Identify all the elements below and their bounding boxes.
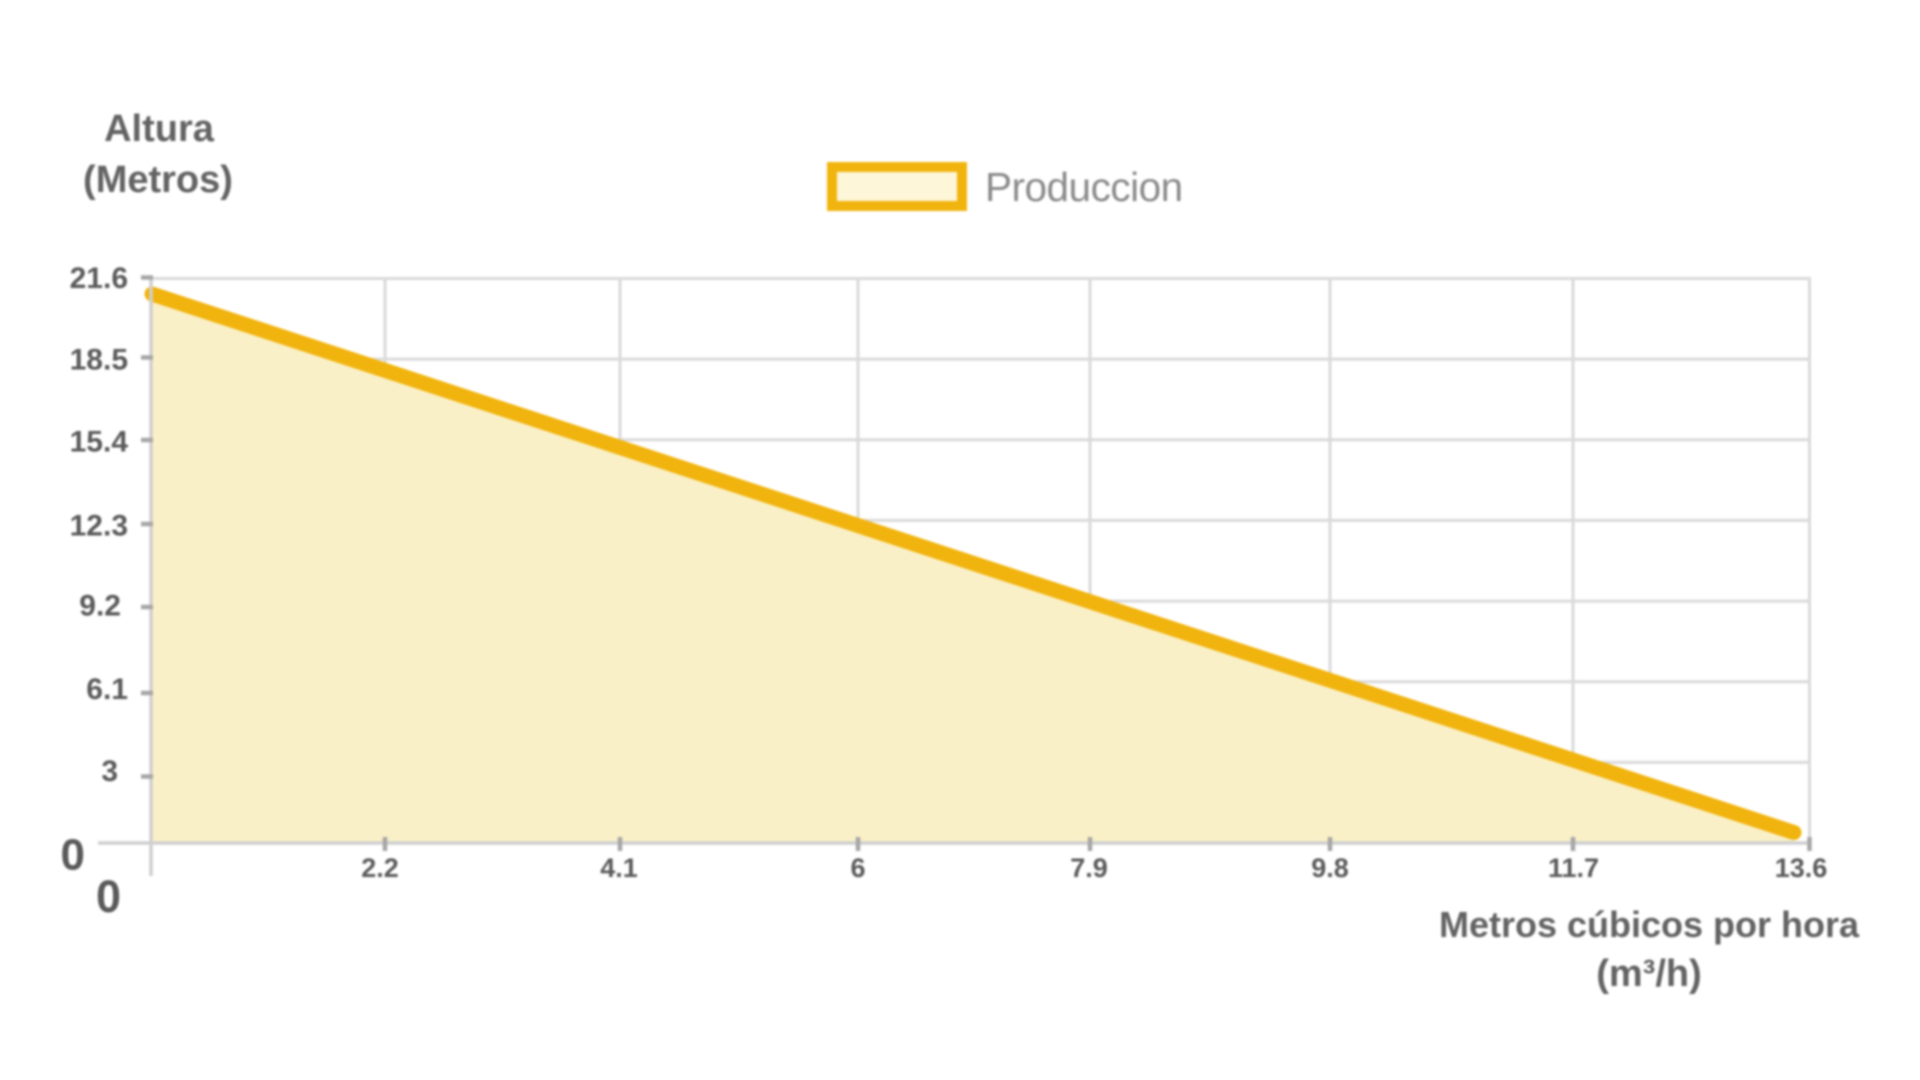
svg-text:Altura: Altura [104,108,215,150]
svg-text:6.1: 6.1 [86,673,128,706]
svg-text:Metros cúbicos por hora: Metros cúbicos por hora [1439,904,1860,945]
svg-text:3: 3 [101,755,118,788]
svg-text:2.2: 2.2 [361,853,399,883]
svg-text:18.5: 18.5 [70,343,128,376]
svg-text:9.8: 9.8 [1311,853,1349,883]
svg-text:0: 0 [96,871,121,922]
svg-text:(m³/h): (m³/h) [1596,953,1702,995]
svg-text:(Metros): (Metros) [83,159,233,201]
svg-text:21.6: 21.6 [70,262,128,295]
svg-text:12.3: 12.3 [70,509,128,542]
svg-text:15.4: 15.4 [70,425,129,458]
svg-text:7.9: 7.9 [1070,853,1108,883]
svg-text:Produccion: Produccion [985,164,1183,210]
svg-text:0: 0 [61,830,85,879]
svg-text:9.2: 9.2 [79,589,121,622]
svg-text:4.1: 4.1 [600,853,638,883]
svg-text:6: 6 [850,853,865,883]
svg-text:13.6: 13.6 [1775,853,1828,883]
svg-text:11.7: 11.7 [1548,853,1599,883]
